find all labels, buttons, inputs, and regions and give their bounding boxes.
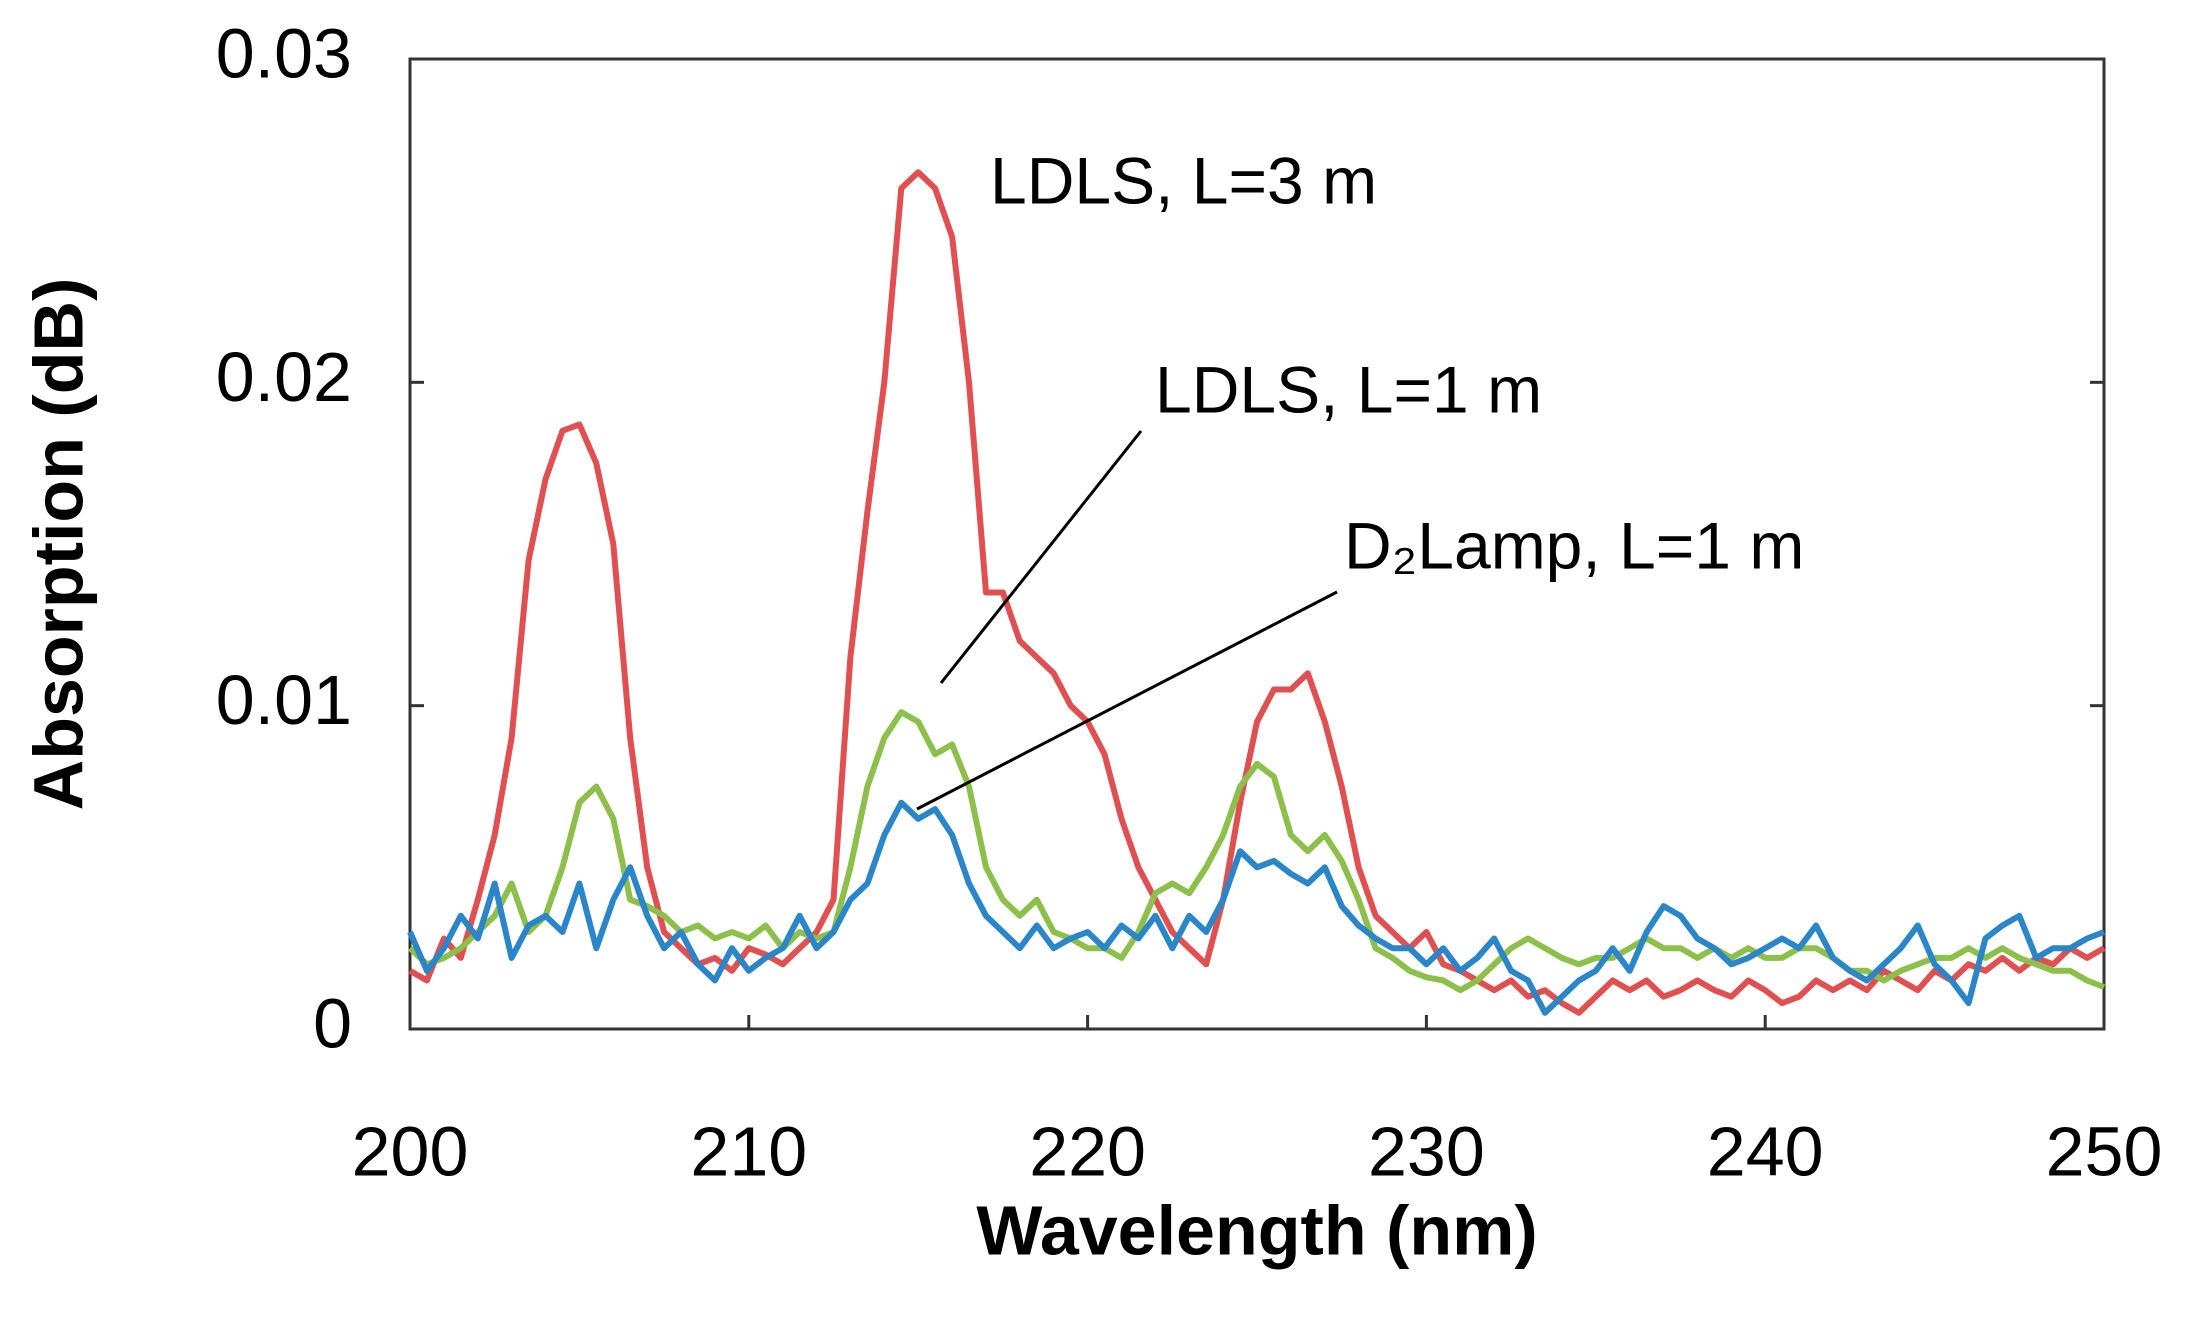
x-tick-label: 200 bbox=[352, 1112, 469, 1190]
y-tick-label: 0.02 bbox=[216, 338, 352, 416]
series-label: LDLS, L=1 m bbox=[1155, 352, 1542, 426]
x-tick-label: 210 bbox=[690, 1112, 807, 1190]
data-line bbox=[408, 169, 2106, 1016]
data-line bbox=[407, 709, 2106, 994]
x-tick-label: 220 bbox=[1029, 1112, 1146, 1190]
y-tick-label: 0.03 bbox=[216, 14, 352, 92]
plot-frame bbox=[408, 57, 2106, 1031]
x-tick-label: 230 bbox=[1368, 1112, 1485, 1190]
x-tick-label: 250 bbox=[2046, 1112, 2163, 1190]
y-tick-label: 0.01 bbox=[216, 661, 352, 739]
y-axis-title: Absorption (dB) bbox=[19, 278, 97, 811]
series-label: D₂Lamp, L=1 m bbox=[1344, 508, 1804, 582]
y-tick-label: 0 bbox=[313, 984, 352, 1062]
x-tick-label: 240 bbox=[1707, 1112, 1824, 1190]
x-axis-title: Wavelength (nm) bbox=[976, 1191, 1537, 1269]
leader-line bbox=[939, 430, 1143, 684]
series-label: LDLS, L=3 m bbox=[990, 143, 1377, 217]
data-line bbox=[407, 799, 2106, 1016]
leader-line bbox=[916, 590, 1338, 811]
